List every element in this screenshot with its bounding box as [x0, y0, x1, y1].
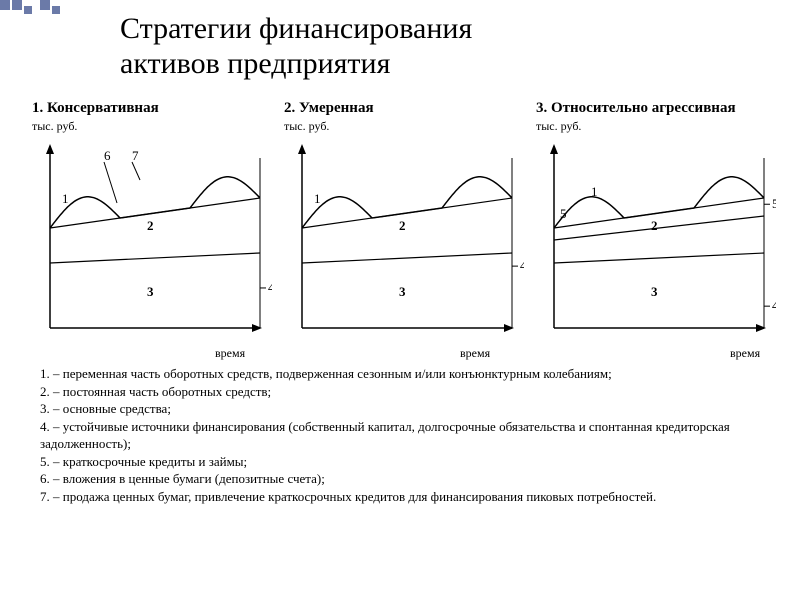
svg-text:7: 7	[132, 148, 139, 163]
y-axis-label: тыс. руб.	[32, 119, 272, 134]
svg-text:4: 4	[520, 258, 524, 273]
svg-text:3: 3	[147, 284, 154, 299]
legend-item: 4. – устойчивые источники финансирования…	[40, 418, 760, 453]
chart-conservative: 1. Консервативная тыс. руб. 4 1 2 3 6 7	[32, 100, 272, 348]
svg-text:2: 2	[399, 218, 406, 233]
legend-item: 1. – переменная часть оборотных средств,…	[40, 365, 760, 383]
page-title: Стратегии финансирования активов предпри…	[120, 12, 472, 81]
legend-item: 6. – вложения в ценные бумаги (депозитны…	[40, 470, 760, 488]
legend-item: 2. – постоянная часть оборотных средств;	[40, 383, 760, 401]
svg-text:1: 1	[314, 191, 321, 206]
svg-text:2: 2	[651, 218, 658, 233]
legend-item: 7. – продажа ценных бумаг, привлечение к…	[40, 488, 760, 506]
y-axis-label: тыс. руб.	[284, 119, 524, 134]
svg-text:4: 4	[772, 298, 776, 313]
svg-text:6: 6	[104, 148, 111, 163]
chart-svg: 4 1 2 3 6 7	[32, 138, 272, 348]
chart-title: 2. Умеренная	[284, 100, 524, 117]
svg-text:1: 1	[591, 184, 598, 199]
svg-text:1: 1	[62, 191, 69, 206]
svg-text:5: 5	[560, 206, 567, 221]
chart-aggressive: 3. Относительно агрессивная тыс. руб. 5 4…	[536, 100, 776, 348]
svg-text:2: 2	[147, 218, 154, 233]
chart-title: 1. Консервативная	[32, 100, 272, 117]
svg-text:4: 4	[268, 280, 272, 295]
legend: 1. – переменная часть оборотных средств,…	[40, 365, 760, 505]
svg-text:3: 3	[399, 284, 406, 299]
chart-svg: 4 1 2 3	[284, 138, 524, 348]
chart-svg: 5 4 5 1 2 3	[536, 138, 776, 348]
chart-moderate: 2. Умеренная тыс. руб. 4 1 2 3	[284, 100, 524, 348]
slide-decor	[0, 0, 70, 14]
charts-row: 1. Консервативная тыс. руб. 4 1 2 3 6 7 2. Ум…	[32, 100, 776, 348]
legend-item: 3. – основные средства;	[40, 400, 760, 418]
svg-text:5: 5	[772, 196, 776, 211]
svg-text:3: 3	[651, 284, 658, 299]
y-axis-label: тыс. руб.	[536, 119, 776, 134]
legend-item: 5. – краткосрочные кредиты и займы;	[40, 453, 760, 471]
chart-title: 3. Относительно агрессивная	[536, 100, 776, 117]
